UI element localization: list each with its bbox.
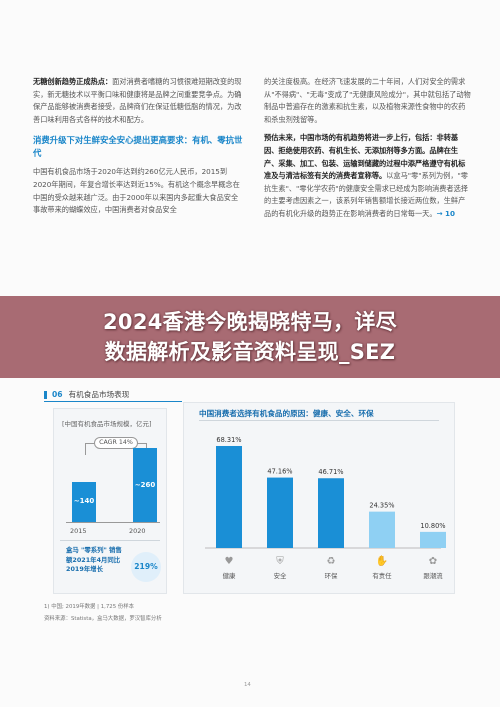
banner-line-1: 2024香港今晚揭晓特马，详尽 [103,310,397,334]
reason-value-label: 68.31% [216,436,241,444]
para4-lead: 预估未来，中国市场的有机趋势将进一步上行，包括：非转基因、拒绝使用农药、有机生长… [264,133,466,181]
figure-caption: 有机食品市场表现 [68,390,130,399]
market-year-label: 2020 [129,527,146,535]
reference-link[interactable]: → 10 [436,208,456,218]
section-heading: 消费升级下对生鲜安全安心提出更高要求：有机、零抗世代 [33,135,243,159]
para2: 中国有机食品市场于2020年达到约260亿元人民币，2015到2020年期间，年… [33,167,240,215]
reasons-bar-chart: 68.31% ♥ 健康 47.16% ⛨ 安全 46.71% ♻ 环保 24.35% ✋ 有责任 10.… [205,436,446,580]
cagr-label: CAGR 14% [94,437,138,449]
recycle-icon: ♻ [327,556,336,567]
left-text-column: 无糖创新趋势正成热点：面对消费者嗜糖的习惯很难短期改变的现实，新无糖技术以平衡口… [33,76,243,223]
shield-icon: ⛨ [276,556,284,567]
market-x-axis [66,522,160,523]
right-text-column: 的关注度极高。在经济飞速发展的二十年间，人们对安全的需求从"不得病"、"无毒"变… [264,76,471,227]
flower-icon: ✿ [429,556,437,567]
panel-divider [60,540,160,541]
reason-value-label: 10.80% [420,522,445,530]
reason-bar-1 [216,445,242,548]
reason-category-label: 安全 [274,571,287,580]
reason-category-label: 健康 [223,571,236,580]
reasons-divider [199,420,439,421]
reason-value-label: 24.35% [369,502,394,510]
market-bar-2020: ~260 [133,447,157,522]
growth-percent-badge: 219% [131,552,161,582]
banner-line-2: 数据解析及影音资料呈现_SEZ [104,340,396,364]
reason-bar-4 [369,511,395,548]
para1-lead: 无糖创新趋势正成热点： [33,77,113,86]
footnote: 1) 中国; 2019年数据 | 1,725 份样本 [44,604,135,610]
reasons-chart-title: 中国消费者选择有机食品的原因：健康、安全、环保 [199,409,374,418]
title-banner: 2024香港今晚揭晓特马，详尽 数据解析及影音资料呈现_SEZ [0,296,500,378]
market-chart-title: [中国有机食品市场规模，亿元] [62,420,152,428]
reason-bar-3 [318,478,344,548]
market-bar-2015: ~140 [72,482,96,522]
figure-divider [44,401,182,402]
reason-bar-5 [420,531,446,548]
figure-title: 06 有机食品市场表现 [44,389,129,400]
heart-icon: ♥ [225,556,234,567]
source-note: 资料来源：Statista，盒马大数据，罗汉智库分析 [44,616,162,622]
hema-note: 盒马 "零系列" 销售额2021年4月同比2019年增长 [66,546,122,573]
reason-category-label: 有责任 [372,571,392,580]
figure-number: 06 [52,390,63,399]
market-year-label: 2015 [70,527,87,535]
reason-category-label: 跟潮流 [423,571,443,580]
para4-body: 以盒马"零"系列为例，"零抗生素"、"零化学农药"的健康安全需求已经成为影响消费… [264,171,468,218]
figure-marker [44,390,47,399]
reason-category-label: 环保 [325,571,338,580]
reason-bar-2 [267,477,293,548]
para1-body: 面对消费者嗜糖的习惯很难短期改变的现实，新无糖技术以平衡口味和健康将是品牌之间重… [33,77,242,124]
reason-value-label: 47.16% [267,468,292,476]
page-number: 14 [244,682,251,688]
reason-value-label: 46.71% [318,468,343,476]
handshake-icon: ✋ [376,554,388,567]
para3: 的关注度极高。在经济飞速发展的二十年间，人们对安全的需求从"不得病"、"无毒"变… [264,77,471,124]
